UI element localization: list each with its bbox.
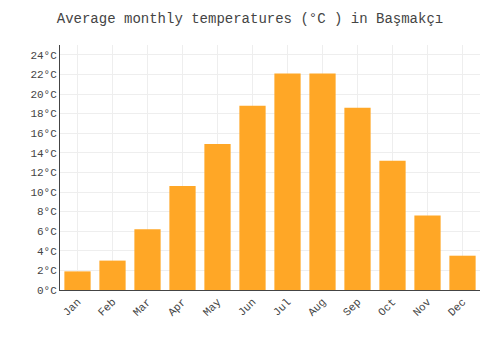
svg-text:Sep: Sep: [341, 296, 363, 318]
svg-text:2°C: 2°C: [37, 265, 57, 277]
svg-text:Feb: Feb: [96, 296, 118, 318]
svg-text:Mar: Mar: [131, 296, 153, 318]
svg-text:Jul: Jul: [271, 296, 293, 318]
svg-text:16°C: 16°C: [30, 128, 57, 140]
svg-text:Nov: Nov: [411, 296, 434, 319]
svg-text:14°C: 14°C: [30, 148, 57, 160]
svg-text:20°C: 20°C: [30, 89, 57, 101]
svg-text:12°C: 12°C: [30, 167, 57, 179]
svg-text:Apr: Apr: [166, 296, 188, 318]
svg-text:Dec: Dec: [446, 296, 468, 318]
svg-text:18°C: 18°C: [30, 108, 57, 120]
svg-text:22°C: 22°C: [30, 69, 57, 81]
svg-text:Jun: Jun: [236, 296, 258, 318]
svg-text:Aug: Aug: [306, 296, 328, 318]
svg-text:Jan: Jan: [61, 296, 83, 318]
svg-text:10°C: 10°C: [30, 187, 57, 199]
svg-text:0°C: 0°C: [37, 285, 57, 297]
svg-text:Average monthly temperatures (: Average monthly temperatures (°C ) in Ba…: [57, 11, 443, 27]
svg-text:24°C: 24°C: [30, 50, 57, 62]
svg-text:Oct: Oct: [376, 296, 398, 318]
svg-text:4°C: 4°C: [37, 246, 57, 258]
svg-text:8°C: 8°C: [37, 206, 57, 218]
svg-text:6°C: 6°C: [37, 226, 57, 238]
svg-text:May: May: [201, 296, 224, 319]
